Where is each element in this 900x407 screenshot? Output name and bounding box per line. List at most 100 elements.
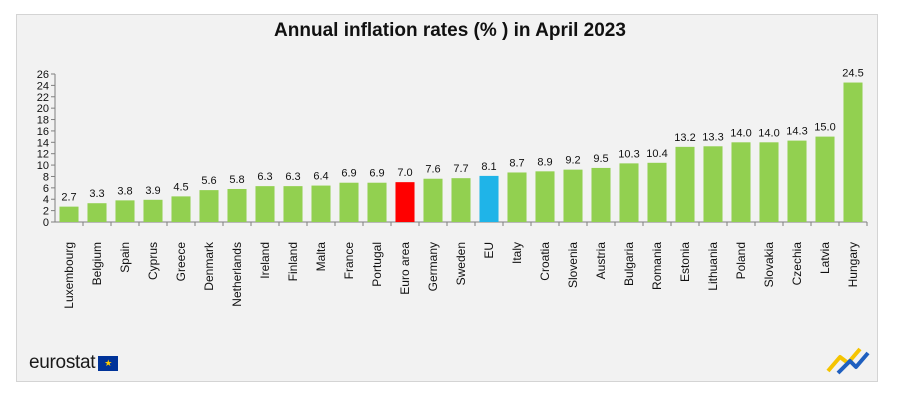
category-label: Slovenia [566, 242, 580, 288]
category-label: Romania [650, 242, 664, 290]
bar-value-label: 8.7 [509, 157, 524, 169]
category-label: Spain [118, 242, 132, 273]
category-label: Estonia [678, 242, 692, 282]
y-tick-label: 0 [43, 217, 49, 229]
y-tick-label: 16 [37, 126, 49, 138]
bar-value-label: 2.7 [61, 192, 76, 204]
bar-value-label: 7.0 [397, 167, 412, 179]
bar-value-label: 24.5 [842, 68, 863, 80]
category-label: Slovakia [762, 242, 776, 288]
bar-value-label: 3.8 [117, 185, 132, 197]
y-tick-label: 24 [37, 80, 49, 92]
category-label: Bulgaria [622, 242, 636, 286]
category-label: Germany [426, 242, 440, 291]
bar-value-label: 3.3 [89, 188, 104, 200]
category-label: Portugal [370, 242, 384, 287]
bar [647, 162, 667, 222]
bar [227, 188, 247, 222]
bar-value-label: 15.0 [814, 122, 835, 134]
bar-value-label: 14.0 [730, 127, 751, 139]
chart-value-labels: 2.7 3.3 3.8 3.9 4.5 5.6 5.8 6.3 6.3 6.4 6.9 6.9 7.0 7… [61, 68, 863, 204]
bar [143, 199, 163, 222]
bar-value-label: 14.3 [786, 126, 807, 138]
category-label: Poland [734, 242, 748, 279]
bar-value-label: 7.7 [453, 163, 468, 175]
y-tick-label: 14 [37, 137, 49, 149]
bar [171, 196, 191, 222]
bar [451, 178, 471, 222]
category-label: Belgium [90, 242, 104, 285]
bar-value-label: 10.4 [646, 148, 667, 160]
corner-logo-icon [826, 347, 870, 375]
category-label: EU [482, 242, 496, 259]
bar [283, 186, 303, 222]
category-label: Cyprus [146, 242, 160, 280]
category-label: Malta [314, 242, 328, 272]
bar [395, 182, 415, 222]
category-label: Denmark [202, 241, 216, 291]
category-label: Ireland [258, 242, 272, 279]
bar [479, 175, 499, 222]
y-tick-label: 12 [37, 149, 49, 161]
eurostat-logo: eurostat ★ [29, 352, 119, 374]
chart-title: Annual inflation rates (% ) in April 202… [274, 20, 626, 41]
category-label: Luxembourg [62, 242, 76, 309]
bar [703, 146, 723, 222]
bar [507, 172, 527, 222]
category-label: Finland [286, 242, 300, 281]
bar-value-label: 10.3 [618, 148, 639, 160]
y-tick-label: 4 [43, 194, 49, 206]
bar-value-label: 6.4 [313, 171, 328, 183]
bar-value-label: 7.6 [425, 164, 440, 176]
category-label: Lithuania [706, 242, 720, 291]
bar [255, 186, 275, 222]
bar [339, 182, 359, 222]
bar-value-label: 13.2 [674, 132, 695, 144]
category-label: Euro area [398, 242, 412, 295]
bar [787, 140, 807, 222]
category-label: Netherlands [230, 242, 244, 307]
y-tick-label: 10 [37, 160, 49, 172]
y-tick-label: 6 [43, 183, 49, 195]
bar [759, 142, 779, 222]
category-label: Hungary [846, 242, 860, 287]
flag-star: ★ [104, 357, 113, 368]
category-label: Latvia [818, 242, 832, 274]
category-label: Italy [510, 242, 524, 264]
bar [563, 169, 583, 222]
category-label: Czechia [790, 242, 804, 286]
bar [731, 142, 751, 222]
bar [367, 182, 387, 222]
y-tick-label: 22 [37, 92, 49, 104]
bar [675, 146, 695, 222]
eurostat-logo-text: eurostat [29, 352, 96, 373]
y-tick-label: 2 [43, 206, 49, 218]
bar [115, 200, 135, 222]
bar-value-label: 9.5 [593, 153, 608, 165]
bar-value-label: 3.9 [145, 185, 160, 197]
bar-value-label: 8.1 [481, 161, 496, 173]
bar-value-label: 5.8 [229, 174, 244, 186]
bar-value-label: 6.9 [369, 168, 384, 180]
bar [311, 185, 331, 222]
chart-category-labels: Luxembourg Belgium Spain Cyprus Greece Denmar… [62, 241, 860, 309]
eu-flag-icon: ★ [98, 355, 119, 371]
bar-value-label: 9.2 [565, 155, 580, 167]
bar [591, 167, 611, 222]
category-label: Austria [594, 242, 608, 280]
bar-value-label: 5.6 [201, 175, 216, 187]
bar [199, 190, 219, 222]
bar-value-label: 4.5 [173, 181, 188, 193]
category-label: Croatia [538, 242, 552, 281]
bar-value-label: 8.9 [537, 156, 552, 168]
bar [815, 136, 835, 222]
bar-value-label: 6.3 [285, 171, 300, 183]
bar [59, 206, 79, 222]
bar [87, 203, 107, 222]
bar-value-label: 6.9 [341, 168, 356, 180]
bar [535, 171, 555, 222]
bar-value-label: 6.3 [257, 171, 272, 183]
category-label: Sweden [454, 242, 468, 285]
category-label: Greece [174, 242, 188, 282]
y-tick-label: 8 [43, 171, 49, 183]
